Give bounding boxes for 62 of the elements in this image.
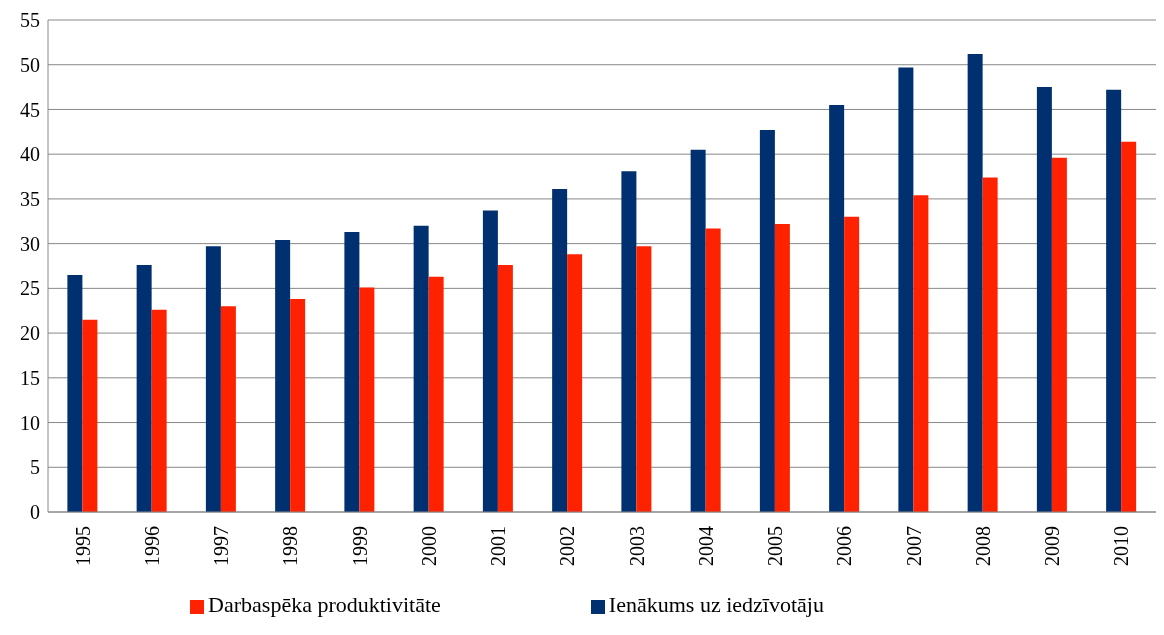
x-tick-label: 2006 xyxy=(833,526,856,566)
x-tick-label: 2001 xyxy=(487,526,510,566)
bar xyxy=(552,189,568,512)
x-tick-label: 1999 xyxy=(348,526,371,566)
bar xyxy=(67,274,83,512)
y-tick-label: 10 xyxy=(20,411,40,434)
bar xyxy=(913,195,929,512)
y-tick-label: 45 xyxy=(20,98,40,121)
bar xyxy=(844,216,860,512)
bar xyxy=(151,309,167,512)
x-tick-label: 1996 xyxy=(140,526,163,566)
bar xyxy=(344,232,360,512)
x-tick-label: 2007 xyxy=(902,526,925,566)
x-tick-label: 2008 xyxy=(971,526,994,566)
x-tick-label: 2004 xyxy=(694,526,717,566)
bar xyxy=(621,171,637,512)
y-tick-label: 35 xyxy=(20,188,40,211)
x-tick-label: 2010 xyxy=(1110,526,1133,566)
bar xyxy=(497,265,513,512)
bar xyxy=(428,276,444,512)
x-tick-label: 1997 xyxy=(210,526,233,566)
legend-label: Darbaspēka produktivitāte xyxy=(208,592,441,617)
bar xyxy=(82,319,98,512)
bar xyxy=(1106,89,1122,512)
y-tick-label: 30 xyxy=(20,232,40,255)
x-tick-label: 2002 xyxy=(556,526,579,566)
bar xyxy=(636,246,652,512)
x-tick-label: 1995 xyxy=(71,526,94,566)
y-tick-label: 0 xyxy=(30,501,40,524)
bar xyxy=(829,104,845,512)
x-tick-label: 1998 xyxy=(279,526,302,566)
bar xyxy=(1121,141,1137,512)
bar xyxy=(705,228,721,512)
y-tick-label: 5 xyxy=(30,456,40,479)
bar xyxy=(759,130,775,512)
bar xyxy=(982,177,998,512)
y-tick-label: 15 xyxy=(20,366,40,389)
y-tick-label: 25 xyxy=(20,277,40,300)
bar xyxy=(275,240,291,512)
y-tick-label: 20 xyxy=(20,322,40,345)
bar xyxy=(690,149,706,512)
y-tick-label: 55 xyxy=(20,9,40,32)
y-tick-label: 50 xyxy=(20,53,40,76)
bar xyxy=(1051,157,1067,512)
x-tick-label: 2003 xyxy=(625,526,648,566)
bar xyxy=(136,265,152,512)
x-tick-label: 2000 xyxy=(417,526,440,566)
bar xyxy=(290,299,306,512)
legend-label: Ienākums uz iedzīvotāju xyxy=(608,592,824,617)
y-tick-label: 40 xyxy=(20,143,40,166)
bar xyxy=(774,223,790,512)
bar xyxy=(205,246,221,512)
bar xyxy=(220,306,236,512)
bar xyxy=(482,210,498,512)
x-tick-label: 2005 xyxy=(764,526,787,566)
bar xyxy=(567,254,583,512)
bar xyxy=(898,67,914,512)
x-tick-label: 2009 xyxy=(1041,526,1064,566)
bar xyxy=(413,225,429,512)
bar xyxy=(1036,87,1052,512)
bar xyxy=(359,287,375,512)
bar xyxy=(967,53,983,512)
